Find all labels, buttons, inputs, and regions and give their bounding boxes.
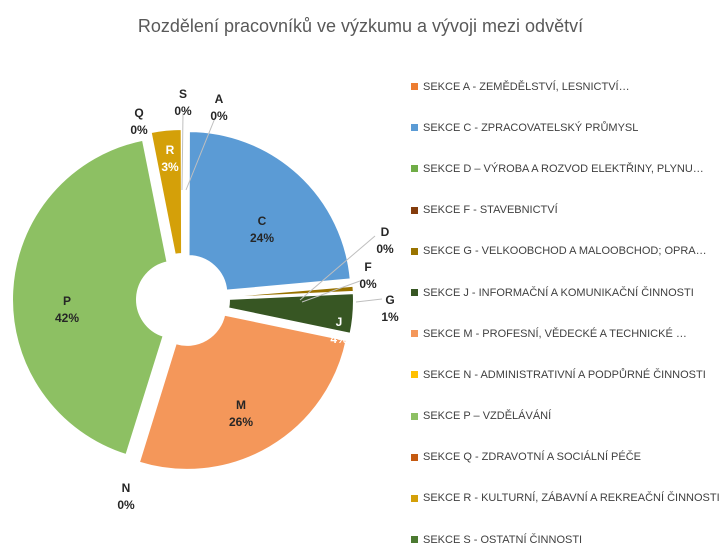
legend-label: SEKCE J - INFORMAČNÍ A KOMUNIKAČNÍ ČINNO…	[423, 286, 694, 299]
slice-label-name-p: P	[63, 294, 71, 308]
pie-slice-c	[187, 130, 352, 292]
slice-label-value-s: 0%	[174, 104, 192, 118]
legend-item-f: SEKCE F - STAVEBNICTVÍ	[411, 190, 717, 231]
legend-swatch	[411, 330, 418, 338]
slice-label-value-d: 0%	[376, 242, 394, 256]
legend-item-j: SEKCE J - INFORMAČNÍ A KOMUNIKAČNÍ ČINNO…	[411, 272, 717, 313]
pie-slice-j	[226, 292, 355, 336]
leader-line-a	[185, 117, 216, 191]
legend-label: SEKCE M - PROFESNÍ, VĚDECKÉ A TECHNICKÉ …	[423, 327, 687, 340]
chart-title: Rozdělení pracovníků ve výzkumu a vývoji…	[137, 16, 584, 36]
legend-label: SEKCE P – VZDĚLÁVÁNÍ	[423, 410, 552, 423]
legend-label: SEKCE A - ZEMĚDĚLSTVÍ, LESNICTVÍ…	[423, 80, 630, 93]
legend-label: SEKCE S - OSTATNÍ ČINNOSTI	[423, 533, 583, 546]
leader-line-d	[299, 235, 376, 301]
slice-label-name-c: C	[258, 214, 267, 228]
legend-swatch	[411, 453, 418, 461]
pie-slice-n	[131, 338, 172, 461]
slice-label-name-m: M	[236, 398, 246, 412]
legend-swatch	[411, 412, 418, 420]
legend-item-n: SEKCE N - ADMINISTRATIVNÍ A PODPŮRNÉ ČIN…	[411, 354, 717, 395]
legend-item-q: SEKCE Q - ZDRAVOTNÍ A SOCIÁLNÍ PÉČE	[411, 437, 717, 478]
slice-label-name-n: N	[122, 481, 131, 495]
slice-label-value-f: 0%	[359, 277, 377, 291]
legend-label: SEKCE R - KULTURNÍ, ZÁBAVNÍ A REKREAČNÍ …	[423, 492, 720, 505]
legend-item-m: SEKCE M - PROFESNÍ, VĚDECKÉ A TECHNICKÉ …	[411, 313, 717, 354]
legend: SEKCE A - ZEMĚDĚLSTVÍ, LESNICTVÍ… SEKCE C…	[411, 66, 720, 560]
legend-swatch	[411, 124, 418, 132]
slice-label-value-j: 4%	[330, 332, 348, 346]
legend-label: SEKCE C - ZPRACOVATELSKÝ PRŮMYSL	[423, 121, 639, 134]
legend-item-c: SEKCE C - ZPRACOVATELSKÝ PRŮMYSL	[411, 107, 717, 148]
legend-swatch	[411, 165, 418, 173]
legend-swatch	[411, 371, 418, 379]
leader-line-f	[301, 280, 361, 303]
legend-label: SEKCE F - STAVEBNICTVÍ	[423, 204, 558, 217]
slice-label-value-c: 24%	[250, 231, 274, 245]
slice-label-value-m: 26%	[229, 415, 253, 429]
slice-label-name-g: G	[385, 293, 394, 307]
slice-label-value-n: 0%	[117, 498, 135, 512]
legend-swatch	[411, 536, 418, 544]
slice-label-name-s: S	[179, 87, 187, 101]
slice-label-name-q: Q	[134, 106, 143, 120]
legend-item-d: SEKCE D – VÝROBA A ROZVOD ELEKTŘINY, PLY…	[411, 148, 717, 189]
slice-label-value-p: 42%	[55, 311, 79, 325]
legend-label: SEKCE N - ADMINISTRATIVNÍ A PODPŮRNÉ ČIN…	[423, 368, 706, 381]
slice-label-name-f: F	[364, 260, 371, 274]
slice-label-value-q: 0%	[130, 123, 148, 137]
legend-item-s: SEKCE S - OSTATNÍ ČINNOSTI	[411, 519, 717, 560]
legend-swatch	[411, 247, 418, 255]
pie-slice-m	[137, 313, 348, 471]
legend-swatch	[411, 289, 418, 297]
legend-swatch	[411, 206, 418, 214]
slice-label-name-r: R	[166, 143, 175, 157]
slice-label-value-g: 1%	[381, 310, 399, 324]
legend-item-a: SEKCE A - ZEMĚDĚLSTVÍ, LESNICTVÍ…	[411, 66, 717, 107]
legend-label: SEKCE G - VELKOOBCHOD A MALOOBCHOD; OPRA…	[423, 245, 707, 258]
legend-item-g: SEKCE G - VELKOOBCHOD A MALOOBCHOD; OPRA…	[411, 231, 717, 272]
legend-item-p: SEKCE P – VZDĚLÁVÁNÍ	[411, 396, 717, 437]
pie-slice-g	[227, 284, 355, 299]
slice-label-name-j: J	[336, 315, 343, 329]
slice-label-value-a: 0%	[210, 109, 228, 123]
pie-slice-p	[11, 138, 169, 457]
slice-label-name-d: D	[381, 225, 390, 239]
slice-label-name-a: A	[215, 92, 224, 106]
leader-line-s	[181, 112, 184, 191]
leader-line-g	[355, 298, 383, 303]
legend-label: SEKCE Q - ZDRAVOTNÍ A SOCIÁLNÍ PÉČE	[423, 451, 642, 464]
legend-swatch	[411, 83, 418, 91]
legend-swatch	[411, 494, 418, 502]
legend-item-r: SEKCE R - KULTURNÍ, ZÁBAVNÍ A REKREAČNÍ …	[411, 478, 720, 519]
legend-label: SEKCE D – VÝROBA A ROZVOD ELEKTŘINY, PLY…	[423, 162, 704, 175]
slice-label-value-r: 3%	[161, 160, 179, 174]
